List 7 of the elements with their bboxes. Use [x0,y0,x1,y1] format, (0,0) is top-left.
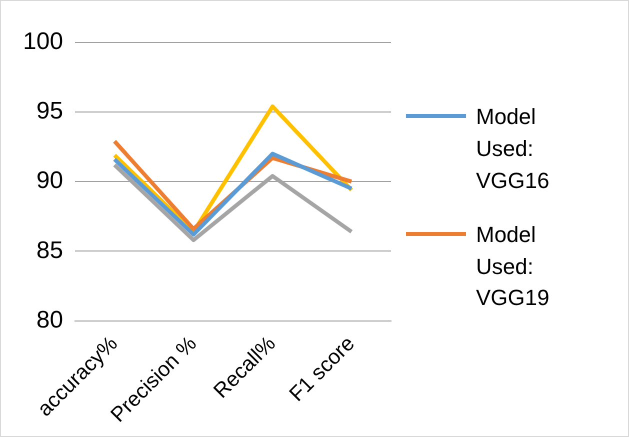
y-tick-label: 95 [36,98,64,125]
y-tick-label: 85 [36,236,64,264]
legend-label: Model Used: VGG16 [476,103,550,195]
y-tick-label: 90 [36,167,64,194]
y-tick-label: 80 [36,306,64,334]
legend-label: Model Used: VGG19 [476,220,550,312]
y-tick-label: 100 [22,28,64,56]
